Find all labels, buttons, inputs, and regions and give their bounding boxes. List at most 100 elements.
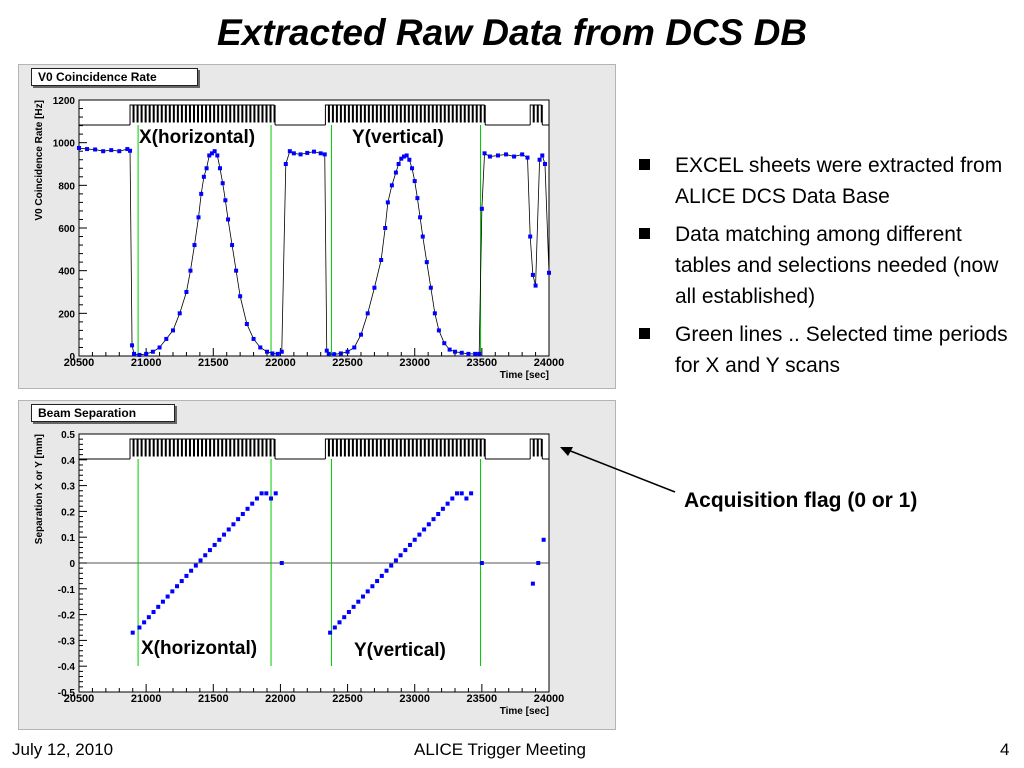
data-point [393, 170, 398, 175]
y-tick-label: -0.3 [58, 636, 76, 647]
data-point [487, 154, 492, 159]
y-tick-label: 200 [58, 309, 75, 320]
rate-chart-svg: 20500 21000 21500 22000 22500 23000 23500 24000… [34, 96, 564, 381]
data-point [298, 152, 303, 157]
data-point [207, 548, 212, 553]
data-point [431, 517, 436, 522]
separation-chart-panel: 20500 21000 21500 22000 22500 23000 23500 24000… [18, 400, 616, 730]
data-point [479, 206, 484, 211]
data-point [396, 162, 401, 166]
y-tick-label: 1000 [53, 139, 76, 150]
x-axis-label: Time [sec] [500, 706, 549, 717]
data-point [342, 615, 347, 620]
flag-pulse [324, 438, 486, 459]
y-tick-label: -0.5 [58, 688, 76, 699]
data-point [203, 553, 208, 558]
data-point [265, 349, 269, 354]
data-point [477, 351, 482, 356]
data-point [328, 630, 333, 635]
x-tick-label: 23000 [399, 693, 430, 705]
y-tick-label: 0.4 [61, 456, 75, 467]
data-point [422, 527, 427, 532]
data-point [177, 311, 182, 316]
data-point [269, 496, 274, 501]
data-point [399, 156, 404, 161]
flag-pulse [129, 438, 276, 459]
data-point [150, 349, 155, 354]
data-point [370, 584, 375, 589]
data-point [324, 348, 329, 353]
data-point [199, 191, 204, 196]
data-point [326, 351, 331, 356]
data-point [332, 625, 337, 630]
data-point [332, 352, 337, 357]
data-point [137, 352, 142, 357]
data-point [361, 594, 366, 599]
rate-chart-title: V0 Coincidence Rate [31, 68, 198, 86]
data-point [146, 615, 151, 620]
data-point [218, 166, 222, 171]
data-point [379, 258, 384, 262]
x-tick-label: 23000 [399, 357, 430, 369]
x-tick-label: 20500 [64, 357, 95, 369]
data-point [198, 558, 203, 563]
data-point [365, 589, 370, 594]
y-tick-label: 400 [58, 267, 75, 278]
data-point [101, 149, 106, 154]
data-point [170, 589, 175, 594]
separation-chart-svg: 20500 21000 21500 22000 22500 23000 23500 24000… [34, 430, 564, 717]
data-point [230, 243, 235, 248]
data-point [234, 268, 239, 273]
data-point [212, 542, 217, 547]
data-point [160, 599, 165, 604]
x-axis-label: Time [sec] [500, 370, 549, 381]
data-point [432, 311, 437, 316]
bullet-text: Green lines .. Selected time periods for… [675, 323, 1008, 377]
data-point [408, 542, 413, 547]
data-point [287, 149, 292, 154]
footer-date: July 12, 2010 [12, 740, 114, 759]
x-tick-label: 22500 [332, 693, 363, 705]
data-point [179, 579, 184, 584]
data-point [223, 198, 228, 203]
data-point [209, 151, 214, 156]
bullet-list: EXCEL sheets were extracted from ALICE D… [637, 150, 1022, 388]
data-point [322, 152, 327, 157]
data-point [365, 311, 370, 316]
data-point [547, 270, 551, 275]
data-point [412, 537, 417, 542]
flag-pulse [529, 438, 543, 459]
acquisition-flag-trace [79, 104, 549, 126]
data-point [469, 491, 474, 496]
square-bullet-icon [639, 159, 650, 170]
data-point [128, 148, 133, 153]
data-point [305, 150, 310, 155]
bullet-item: EXCEL sheets were extracted from ALICE D… [637, 150, 1022, 212]
x-tick-label: 22000 [265, 357, 296, 369]
data-point [415, 196, 420, 201]
data-point [273, 491, 278, 496]
y-tick-label: -0.4 [58, 662, 76, 673]
data-point [291, 151, 296, 156]
data-point [372, 285, 377, 290]
data-point [345, 349, 350, 354]
data-point [533, 283, 538, 288]
data-point [407, 157, 412, 162]
data-point [270, 351, 275, 356]
flag-pulse [324, 104, 486, 125]
data-point [240, 511, 245, 516]
data-point [445, 501, 450, 506]
square-bullet-icon [639, 228, 650, 239]
rate-chart-panel: 20500 21000 21500 22000 22500 23000 23500 24000… [18, 64, 616, 389]
data-point [109, 148, 114, 153]
data-point [428, 285, 433, 290]
data-point [352, 345, 357, 350]
data-point [520, 152, 525, 157]
data-point [436, 511, 441, 516]
data-point [379, 573, 384, 578]
x-tick-label: 21000 [131, 357, 162, 369]
data-point [77, 146, 81, 150]
plot-frame [78, 99, 550, 357]
data-point [453, 349, 457, 354]
data-point [264, 491, 269, 496]
